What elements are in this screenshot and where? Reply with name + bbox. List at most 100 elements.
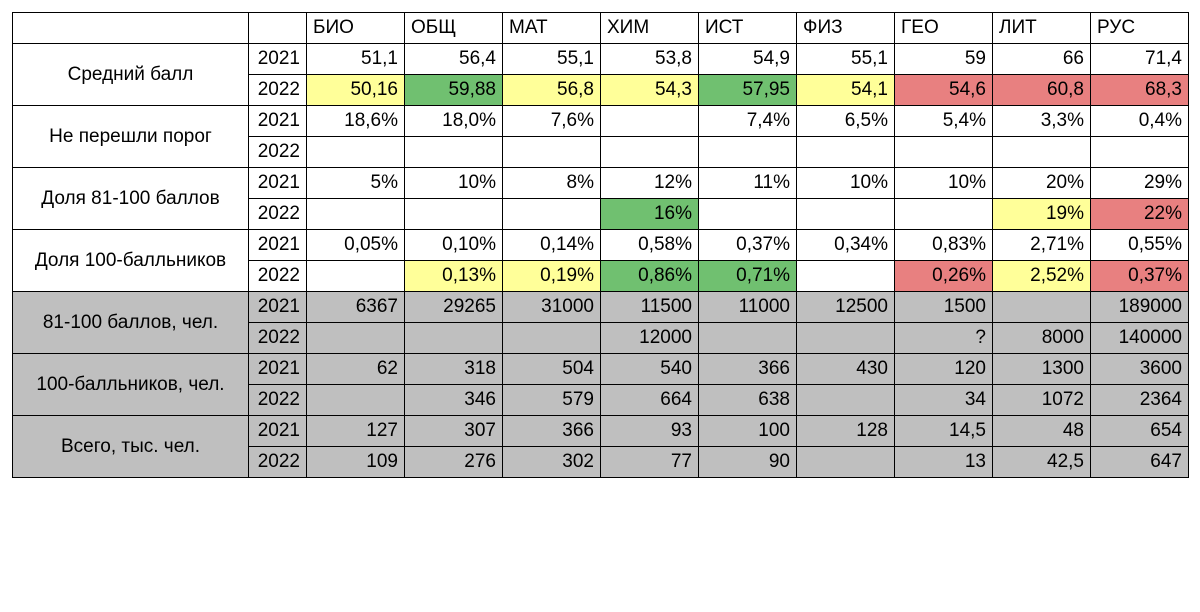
- data-cell: 100: [699, 416, 797, 447]
- year-cell: 2021: [249, 44, 307, 75]
- data-cell: [503, 323, 601, 354]
- table-row: Доля 100-балльников20210,05%0,10%0,14%0,…: [13, 230, 1189, 261]
- data-cell: [797, 385, 895, 416]
- data-cell: 366: [503, 416, 601, 447]
- data-cell: [699, 199, 797, 230]
- table-row: Всего, тыс. чел.20211273073669310012814,…: [13, 416, 1189, 447]
- data-cell: 77: [601, 447, 699, 478]
- data-cell: 0,37%: [1091, 261, 1189, 292]
- data-cell: 366: [699, 354, 797, 385]
- data-cell: [405, 323, 503, 354]
- data-cell: [601, 137, 699, 168]
- data-cell: 59,88: [405, 75, 503, 106]
- data-cell: 647: [1091, 447, 1189, 478]
- subject-header: РУС: [1091, 13, 1189, 44]
- year-cell: 2022: [249, 261, 307, 292]
- data-cell: 55,1: [797, 44, 895, 75]
- data-cell: [1091, 137, 1189, 168]
- data-cell: 0,26%: [895, 261, 993, 292]
- data-cell: 2,52%: [993, 261, 1091, 292]
- year-cell: 2022: [249, 75, 307, 106]
- data-cell: 18,6%: [307, 106, 405, 137]
- data-cell: 20%: [993, 168, 1091, 199]
- data-cell: 54,3: [601, 75, 699, 106]
- data-cell: 302: [503, 447, 601, 478]
- subject-header: ФИЗ: [797, 13, 895, 44]
- data-cell: 55,1: [503, 44, 601, 75]
- data-cell: [699, 137, 797, 168]
- data-cell: 1072: [993, 385, 1091, 416]
- data-cell: 346: [405, 385, 503, 416]
- data-cell: 0,86%: [601, 261, 699, 292]
- metric-label: 81-100 баллов, чел.: [13, 292, 249, 354]
- year-cell: 2022: [249, 323, 307, 354]
- data-cell: 0,14%: [503, 230, 601, 261]
- data-cell: 90: [699, 447, 797, 478]
- data-cell: 18,0%: [405, 106, 503, 137]
- table-body: Средний балл202151,156,455,153,854,955,1…: [13, 44, 1189, 478]
- subject-header: ХИМ: [601, 13, 699, 44]
- data-cell: 1500: [895, 292, 993, 323]
- data-cell: [797, 447, 895, 478]
- data-cell: 56,8: [503, 75, 601, 106]
- data-cell: 109: [307, 447, 405, 478]
- data-cell: 12500: [797, 292, 895, 323]
- data-cell: 16%: [601, 199, 699, 230]
- table-row: 81-100 баллов, чел.202163672926531000115…: [13, 292, 1189, 323]
- data-cell: 66: [993, 44, 1091, 75]
- subject-header: ОБЩ: [405, 13, 503, 44]
- data-cell: 54,1: [797, 75, 895, 106]
- data-cell: 54,9: [699, 44, 797, 75]
- data-cell: 51,1: [307, 44, 405, 75]
- data-cell: [797, 199, 895, 230]
- data-cell: 5,4%: [895, 106, 993, 137]
- metric-label: Не перешли порог: [13, 106, 249, 168]
- metric-label: Доля 81-100 баллов: [13, 168, 249, 230]
- year-cell: 2021: [249, 230, 307, 261]
- data-cell: 29265: [405, 292, 503, 323]
- data-cell: 2364: [1091, 385, 1189, 416]
- year-cell: 2021: [249, 354, 307, 385]
- data-cell: 31000: [503, 292, 601, 323]
- data-cell: 276: [405, 447, 503, 478]
- data-cell: 638: [699, 385, 797, 416]
- table-row: Не перешли порог202118,6%18,0%7,6%7,4%6,…: [13, 106, 1189, 137]
- data-cell: 0,55%: [1091, 230, 1189, 261]
- data-cell: 318: [405, 354, 503, 385]
- header-blank-metric: [13, 13, 249, 44]
- data-cell: [405, 137, 503, 168]
- data-cell: [601, 106, 699, 137]
- data-cell: 57,95: [699, 75, 797, 106]
- data-cell: 68,3: [1091, 75, 1189, 106]
- data-cell: 127: [307, 416, 405, 447]
- data-cell: 2,71%: [993, 230, 1091, 261]
- data-cell: 48: [993, 416, 1091, 447]
- data-cell: 579: [503, 385, 601, 416]
- data-cell: 11500: [601, 292, 699, 323]
- data-cell: [307, 385, 405, 416]
- data-cell: 50,16: [307, 75, 405, 106]
- data-cell: [503, 199, 601, 230]
- table-row: 100-балльников, чел.20216231850454036643…: [13, 354, 1189, 385]
- data-cell: 93: [601, 416, 699, 447]
- data-cell: [895, 199, 993, 230]
- data-cell: 22%: [1091, 199, 1189, 230]
- data-cell: 71,4: [1091, 44, 1189, 75]
- data-cell: 307: [405, 416, 503, 447]
- data-cell: 3,3%: [993, 106, 1091, 137]
- data-cell: 128: [797, 416, 895, 447]
- year-cell: 2021: [249, 168, 307, 199]
- data-cell: 11000: [699, 292, 797, 323]
- data-cell: 10%: [797, 168, 895, 199]
- data-cell: 8%: [503, 168, 601, 199]
- data-cell: 120: [895, 354, 993, 385]
- data-cell: 60,8: [993, 75, 1091, 106]
- data-cell: 189000: [1091, 292, 1189, 323]
- data-cell: 140000: [1091, 323, 1189, 354]
- data-cell: 6,5%: [797, 106, 895, 137]
- year-cell: 2021: [249, 106, 307, 137]
- data-cell: [993, 137, 1091, 168]
- metric-label: 100-балльников, чел.: [13, 354, 249, 416]
- data-cell: [307, 137, 405, 168]
- subject-header: ГЕО: [895, 13, 993, 44]
